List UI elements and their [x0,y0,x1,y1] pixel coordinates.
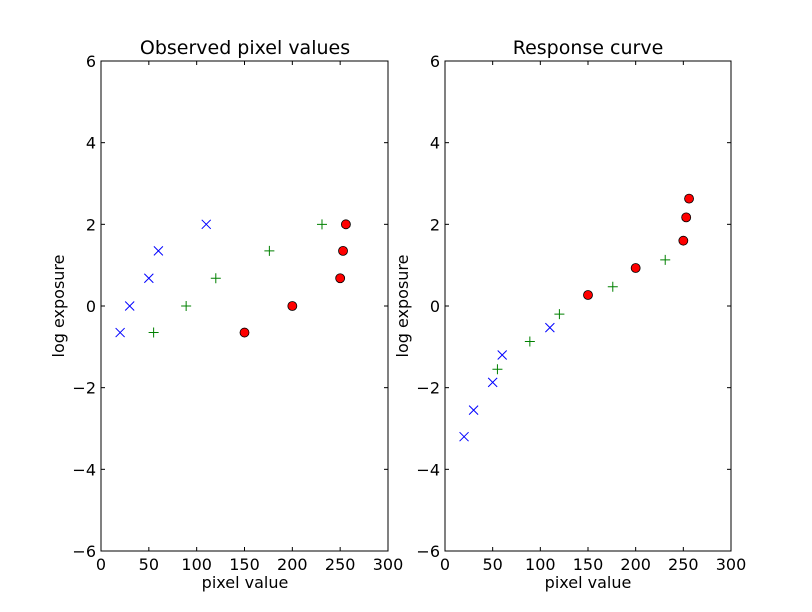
data-point-plus [607,281,618,292]
x-tick-label: 300 [716,555,747,574]
y-tick-label: 6 [86,52,96,71]
data-point-plus [524,336,535,347]
data-point-plus [660,254,671,265]
data-point-circle [678,235,689,246]
data-point-circle [338,245,348,256]
y-tick-label: 6 [430,52,440,71]
x-tick-label: 100 [181,555,212,574]
chart-title: Response curve [513,37,664,59]
y-axis-label: log exposure [49,255,68,358]
y-tick-label: −2 [72,379,96,398]
data-point-plus [148,327,159,338]
y-tick-label: 4 [86,134,96,153]
data-point-cross [487,377,498,388]
data-point-cross [201,219,212,230]
data-point-cross [115,327,125,338]
y-tick-label: −6 [72,542,96,561]
data-point-circle [583,290,593,300]
x-axis-label: pixel value [202,573,289,592]
x-tick-label: 0 [440,555,450,574]
data-point-cross [497,350,508,360]
y-tick-label: 4 [430,134,440,153]
ticks-group: 0 50 100 150 200 250 300 −6 −4 −2 0 2 4 6 [72,52,403,574]
data-point-circle [239,327,250,338]
data-point-circle [630,263,641,273]
data-point-cross [143,273,154,284]
y-axis-label: log exposure [393,255,412,358]
x-tick-label: 50 [482,555,502,574]
data-point-cross [468,405,479,415]
data-point-cross [153,246,164,256]
marks-group [115,219,351,338]
data-point-circle [681,212,692,223]
data-point-circle [684,193,694,204]
chart-observed-pixel-values: Observed pixel values 0 50 100 150 200 250 300… [49,37,403,592]
data-point-plus [210,273,221,284]
data-point-plus [492,364,503,375]
x-tick-label: 300 [373,555,404,574]
x-tick-label: 200 [277,555,308,574]
ticks-group: 0 50 100 150 200 250 300 −6 −4 −2 0 2 4 6 [416,52,746,574]
plot-area [444,60,732,552]
data-point-circle [287,301,298,311]
data-point-circle [335,273,346,284]
x-tick-label: 150 [573,555,604,574]
y-tick-label: 0 [86,297,96,316]
y-tick-label: −6 [416,542,440,561]
data-point-plus [181,301,192,311]
y-tick-label: −4 [72,460,96,479]
y-tick-label: 2 [86,215,96,234]
x-tick-label: 250 [325,555,356,574]
x-tick-label: 50 [139,555,159,574]
data-point-plus [316,219,327,230]
data-point-plus [264,245,275,256]
y-tick-label: 0 [430,297,440,316]
marks-group [459,193,694,442]
plot-area [100,60,389,552]
x-tick-label: 200 [620,555,651,574]
data-point-cross [545,322,555,333]
y-tick-label: 2 [430,215,440,234]
y-tick-label: −4 [416,460,440,479]
data-point-plus [554,309,565,320]
chart-response-curve: Response curve 0 50 100 150 200 250 300−6−4−20… [393,37,746,592]
data-point-cross [459,431,469,442]
x-axis-label: pixel value [545,573,632,592]
data-point-circle [341,219,351,230]
data-point-cross [124,301,135,311]
x-tick-label: 250 [668,555,699,574]
x-tick-label: 0 [96,555,106,574]
chart-title: Observed pixel values [140,37,350,59]
y-tick-label: −2 [416,379,440,398]
x-tick-label: 100 [525,555,556,574]
x-tick-label: 150 [229,555,260,574]
